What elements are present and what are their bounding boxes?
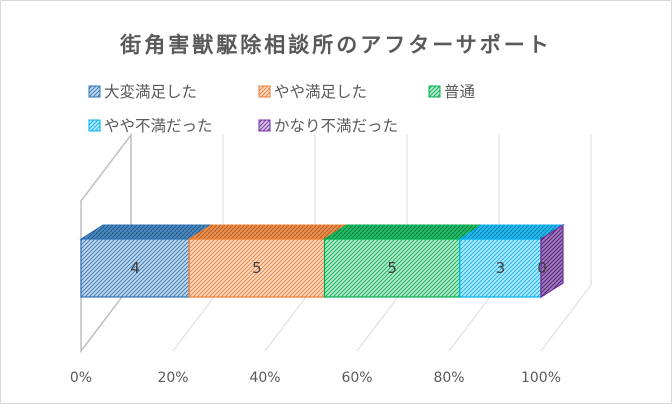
legend-swatch: [258, 85, 271, 98]
data-label: 5: [387, 259, 397, 277]
legend-item: やや満足した: [258, 83, 367, 101]
tick-label: 20%: [157, 370, 188, 386]
legend-swatch: [428, 85, 441, 98]
bar-front: [323, 238, 461, 298]
tick-label: 100%: [521, 370, 561, 386]
bar-side: [540, 223, 564, 299]
chart-title: 街角害獣駆除相談所のアフターサポート: [119, 33, 552, 57]
legend-swatch: [88, 85, 101, 98]
bar-front: [188, 238, 326, 298]
legend-label: 大変満足した: [104, 83, 197, 101]
bar-segment: [187, 224, 349, 298]
gridline-floor: [540, 284, 592, 352]
legend-label: 普通: [444, 83, 476, 101]
legend-label: やや満足した: [274, 83, 367, 101]
legend-item: かなり不満だった: [258, 117, 398, 135]
data-label: 4: [130, 259, 140, 277]
tick-label: 60%: [341, 370, 372, 386]
bars: 4 5 5 3 0: [79, 223, 565, 299]
data-label: 0: [537, 259, 547, 277]
tick-label: 40%: [249, 370, 280, 386]
legend-item: 大変満足した: [88, 83, 197, 101]
tick-label: 80%: [433, 370, 464, 386]
bar-segment: [322, 224, 484, 298]
tick-label: 0%: [70, 370, 92, 386]
legend-label: やや不満だった: [104, 117, 213, 135]
bar-top: [322, 224, 484, 240]
legend-swatch: [88, 119, 101, 132]
legend-item: やや不満だった: [88, 117, 213, 135]
bar-top: [187, 224, 349, 240]
legend-label: かなり不満だった: [274, 117, 398, 135]
bar-segment: [79, 224, 213, 298]
x-axis-ticks: 0% 20% 40% 60% 80% 100%: [70, 370, 561, 386]
legend-item: 普通: [428, 83, 476, 101]
data-label: 5: [252, 259, 262, 277]
bar-front: [459, 238, 542, 298]
legend-swatch: [258, 119, 271, 132]
data-label: 3: [496, 259, 506, 277]
bar-front: [80, 238, 190, 298]
